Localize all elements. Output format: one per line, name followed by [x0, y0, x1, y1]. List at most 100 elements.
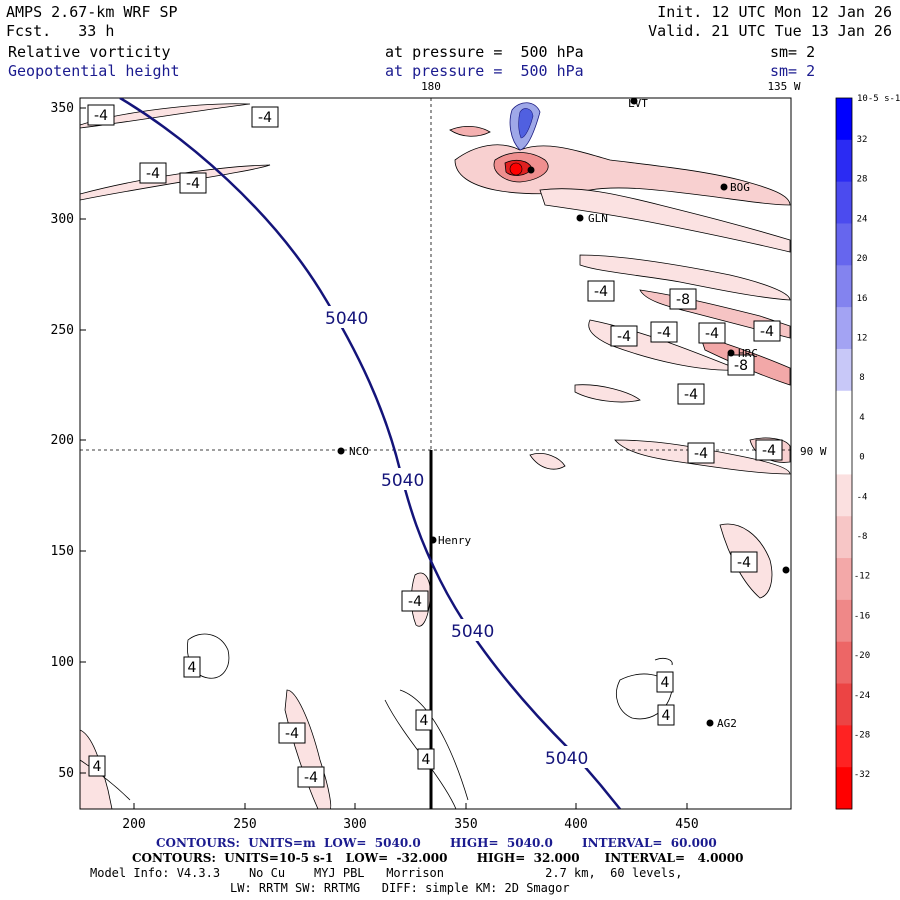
- colorbar-segment: [836, 432, 852, 475]
- field1-name: Relative vorticity: [8, 43, 171, 61]
- y-tick-label: 100: [51, 655, 74, 670]
- colorbar-segment: [836, 139, 852, 183]
- svg-text:-4: -4: [594, 284, 608, 300]
- svg-text:4: 4: [93, 759, 102, 775]
- svg-text:-4: -4: [694, 446, 708, 462]
- x-tick-label: 200: [122, 817, 145, 832]
- station-henry: Henry: [429, 534, 471, 547]
- colorbar-tick-label: -4: [857, 492, 868, 502]
- vort-label: -4: [677, 383, 705, 405]
- colorbar-unit: 10-5 s-1: [857, 94, 900, 104]
- colorbar-segment: [836, 767, 852, 810]
- positive-contours: [80, 633, 673, 809]
- colorbar-tick-label: 16: [857, 294, 868, 304]
- colorbar-segment: [836, 641, 852, 685]
- svg-text:4: 4: [420, 713, 429, 729]
- footer-model-info: Model Info: V4.3.3 No Cu MYJ PBL Morriso…: [90, 866, 683, 880]
- vort-label: -4: [698, 322, 726, 344]
- valid-time: Valid. 21 UTC Tue 13 Jan 26: [648, 22, 892, 40]
- forecast-hour: Fcst. 33 h: [6, 22, 115, 40]
- y-tick-label: 200: [51, 433, 74, 448]
- colorbar-tick-label: -8: [857, 532, 868, 542]
- x-tick-label: 250: [233, 817, 256, 832]
- y-tick-label: 300: [51, 212, 74, 227]
- svg-text:-4: -4: [146, 166, 160, 182]
- svg-text:-4: -4: [617, 329, 631, 345]
- colorbar-tick-label: 12: [857, 334, 868, 344]
- x-tick-label: 450: [675, 817, 698, 832]
- vort-label: -8: [727, 354, 755, 376]
- vorticity-fill-layer: [80, 102, 791, 809]
- colorbar-tick-label: -20: [854, 651, 870, 661]
- model-title: AMPS 2.67-km WRF SP: [6, 3, 178, 21]
- colorbar-segment: [836, 223, 852, 266]
- stations: LVT BOG GLN HRC NCO Henry AG2: [337, 97, 790, 730]
- station-gln: GLN: [576, 212, 608, 225]
- colorbar-tick-label: 24: [857, 214, 868, 224]
- height-label: 5040: [325, 309, 368, 329]
- station-marker-edge: [782, 566, 790, 574]
- y-tick-label: 350: [51, 101, 74, 116]
- field2-name: Geopotential height: [8, 62, 180, 80]
- vort-label: 4: [417, 748, 435, 770]
- colorbar-tick-label: 20: [857, 254, 868, 264]
- y-tick-label: 150: [51, 544, 74, 559]
- svg-text:4: 4: [662, 708, 671, 724]
- colorbar-segment: [836, 181, 852, 224]
- x-tick-label: 350: [454, 817, 477, 832]
- vort-label: -4: [297, 766, 325, 788]
- colorbar-tick-label: -12: [854, 572, 870, 582]
- plot-frame: [79, 97, 792, 810]
- colorbar-segment: [836, 683, 852, 726]
- field1-smoothing: sm= 2: [770, 43, 816, 61]
- footer-height-contours: CONTOURS: UNITS=m LOW= 5040.0 HIGH= 5040…: [156, 836, 717, 850]
- height-label: 5040: [545, 749, 588, 769]
- colorbar-segment: [836, 599, 852, 643]
- colorbar-tick-label: -24: [854, 691, 870, 701]
- svg-text:-4: -4: [408, 594, 422, 610]
- station-nco: NCO: [337, 445, 369, 458]
- station-lvt: LVT: [628, 97, 648, 110]
- vort-label: -4: [278, 722, 306, 744]
- vorticity-labels: -4 -4 -4 -4 -4 -8 -4 -4 -4 -8 -4 -4 -4 -…: [87, 104, 783, 788]
- colorbar-segment: [836, 265, 852, 308]
- vort-label: 4: [415, 709, 433, 731]
- footer-vorticity-contours: CONTOURS: UNITS=10-5 s-1 LOW= -32.000 HI…: [132, 851, 744, 865]
- height-label: 5040: [381, 471, 424, 491]
- colorbar-segment: [836, 516, 852, 559]
- colorbar-tick-label: 4: [859, 413, 864, 423]
- colorbar-segment: [836, 474, 852, 517]
- colorbar-tick-label: 28: [857, 175, 868, 185]
- vort-label: 4: [88, 755, 106, 777]
- svg-text:-8: -8: [676, 292, 690, 308]
- colorbar: 32 28 24 20 16 12 8 4 0 -4 -8 -12 -16 -20 -24 -28 -32: [835, 97, 870, 810]
- colorbar-tick-label: -16: [854, 611, 870, 621]
- svg-text:AG2: AG2: [717, 717, 737, 730]
- vort-label: 4: [656, 671, 674, 693]
- vort-label: -4: [251, 106, 279, 128]
- vort-label: -4: [610, 325, 638, 347]
- svg-text:Henry: Henry: [438, 534, 471, 547]
- svg-text:4: 4: [188, 660, 197, 676]
- x-tick-label: 400: [564, 817, 587, 832]
- svg-text:-4: -4: [258, 110, 272, 126]
- station-marker-ne: [527, 166, 535, 174]
- vort-label: -4: [755, 439, 783, 461]
- y-axis-labels: 350 300 250 200 150 100 50: [51, 101, 74, 781]
- svg-text:HRC: HRC: [738, 347, 758, 360]
- svg-text:BOG: BOG: [730, 181, 750, 194]
- meridian-label-180: 180: [421, 80, 441, 93]
- svg-text:4: 4: [661, 675, 670, 691]
- colorbar-tick-label: -32: [854, 770, 870, 780]
- station-bog: BOG: [720, 181, 750, 194]
- colorbar-segment: [836, 307, 852, 350]
- vort-label: -4: [179, 172, 207, 194]
- vort-label: 4: [657, 704, 675, 726]
- colorbar-segment: [836, 348, 852, 392]
- vort-label: -4: [87, 104, 115, 126]
- colorbar-tick-label: 0: [859, 453, 864, 463]
- vort-label: -4: [587, 280, 615, 302]
- station-hrc: HRC: [727, 347, 758, 360]
- vort-label: -4: [401, 590, 429, 612]
